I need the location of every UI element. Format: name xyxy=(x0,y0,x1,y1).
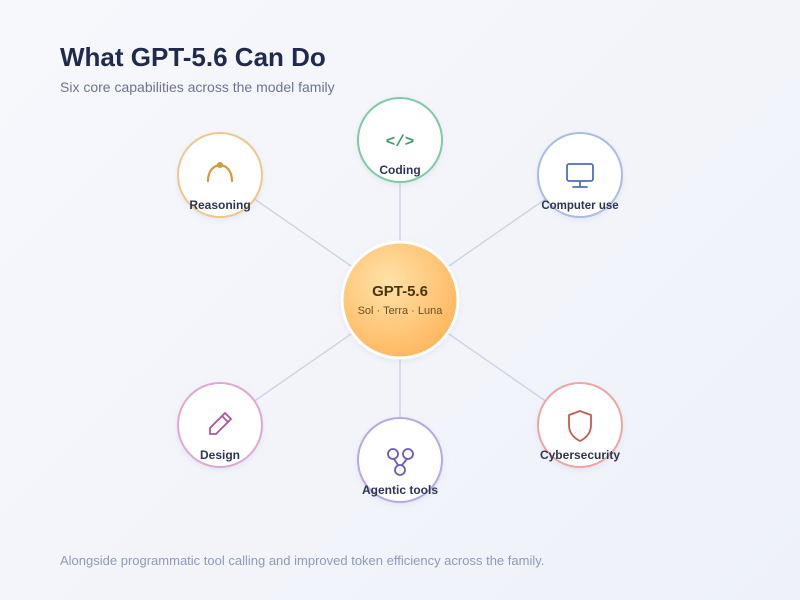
capability-node-reasoning: Reasoning xyxy=(177,132,263,218)
capability-label: Reasoning xyxy=(189,198,250,212)
center-node: GPT-5.6 Sol · Terra · Luna xyxy=(340,240,460,360)
capability-label: Cybersecurity xyxy=(540,448,620,462)
monitor-icon xyxy=(566,163,594,188)
center-title: GPT-5.6 xyxy=(372,283,428,300)
capability-node-computer-use: Computer use xyxy=(537,132,623,218)
capability-label: Computer use xyxy=(541,200,618,212)
branch-icon xyxy=(387,448,414,476)
pencil-icon xyxy=(209,412,232,435)
center-subtitle: Sol · Terra · Luna xyxy=(358,305,444,317)
footer-note: Alongside programmatic tool calling and … xyxy=(60,553,545,568)
capability-node-coding: </> Coding xyxy=(357,97,443,183)
arc-icon xyxy=(206,162,234,183)
page-subtitle: Six core capabilities across the model f… xyxy=(60,79,335,95)
capability-label: Coding xyxy=(379,163,420,177)
code-icon: </> xyxy=(386,133,415,151)
shield-icon xyxy=(568,410,592,442)
capability-label: Design xyxy=(200,448,240,462)
capability-node-agentic-tools: Agentic tools xyxy=(357,417,443,503)
page-title: What GPT-5.6 Can Do xyxy=(60,42,326,72)
capability-label: Agentic tools xyxy=(362,483,438,497)
capability-node-cybersecurity: Cybersecurity xyxy=(537,382,623,468)
capability-node-design: Design xyxy=(177,382,263,468)
